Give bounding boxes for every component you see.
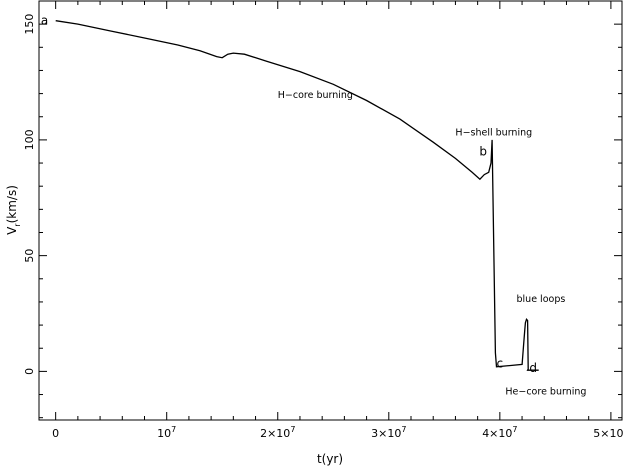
x-tick-label: 107 xyxy=(157,425,176,440)
tick-labels: 0 107 2×107 3×107 4×107 5×107 0 50 100 150 xyxy=(23,14,623,440)
axis-ticks xyxy=(39,0,622,420)
y-tick-label: 100 xyxy=(23,129,36,150)
x-tick-label: 0 xyxy=(52,427,59,440)
x-tick-label: 2×107 xyxy=(260,425,295,440)
y-axis-label: Vr(km/s) xyxy=(5,185,22,235)
annotation: H−core burning xyxy=(278,90,353,101)
x-tick-label: 3×107 xyxy=(371,425,406,440)
plot-frame xyxy=(38,0,623,421)
x-axis-label: t(yr) xyxy=(317,452,343,466)
y-tick-label: 150 xyxy=(23,14,36,35)
series-line xyxy=(55,20,539,371)
x-tick-label: 4×107 xyxy=(482,425,517,440)
point-label-c: c xyxy=(497,356,504,370)
point-label-d: d xyxy=(529,361,537,375)
annotation: He−core burning xyxy=(505,387,586,398)
point-label-a: a xyxy=(41,14,48,28)
x-tick-label: 5×107 xyxy=(593,425,623,440)
point-labels: a b c d xyxy=(41,14,537,375)
y-tick-label: 50 xyxy=(23,249,36,263)
annotation: H−shell burning xyxy=(455,127,532,138)
annotations: H−core burning H−shell burning blue loops H… xyxy=(278,90,587,397)
y-tick-label: 0 xyxy=(23,368,36,375)
point-label-b: b xyxy=(479,144,487,158)
annotation: blue loops xyxy=(517,294,566,305)
